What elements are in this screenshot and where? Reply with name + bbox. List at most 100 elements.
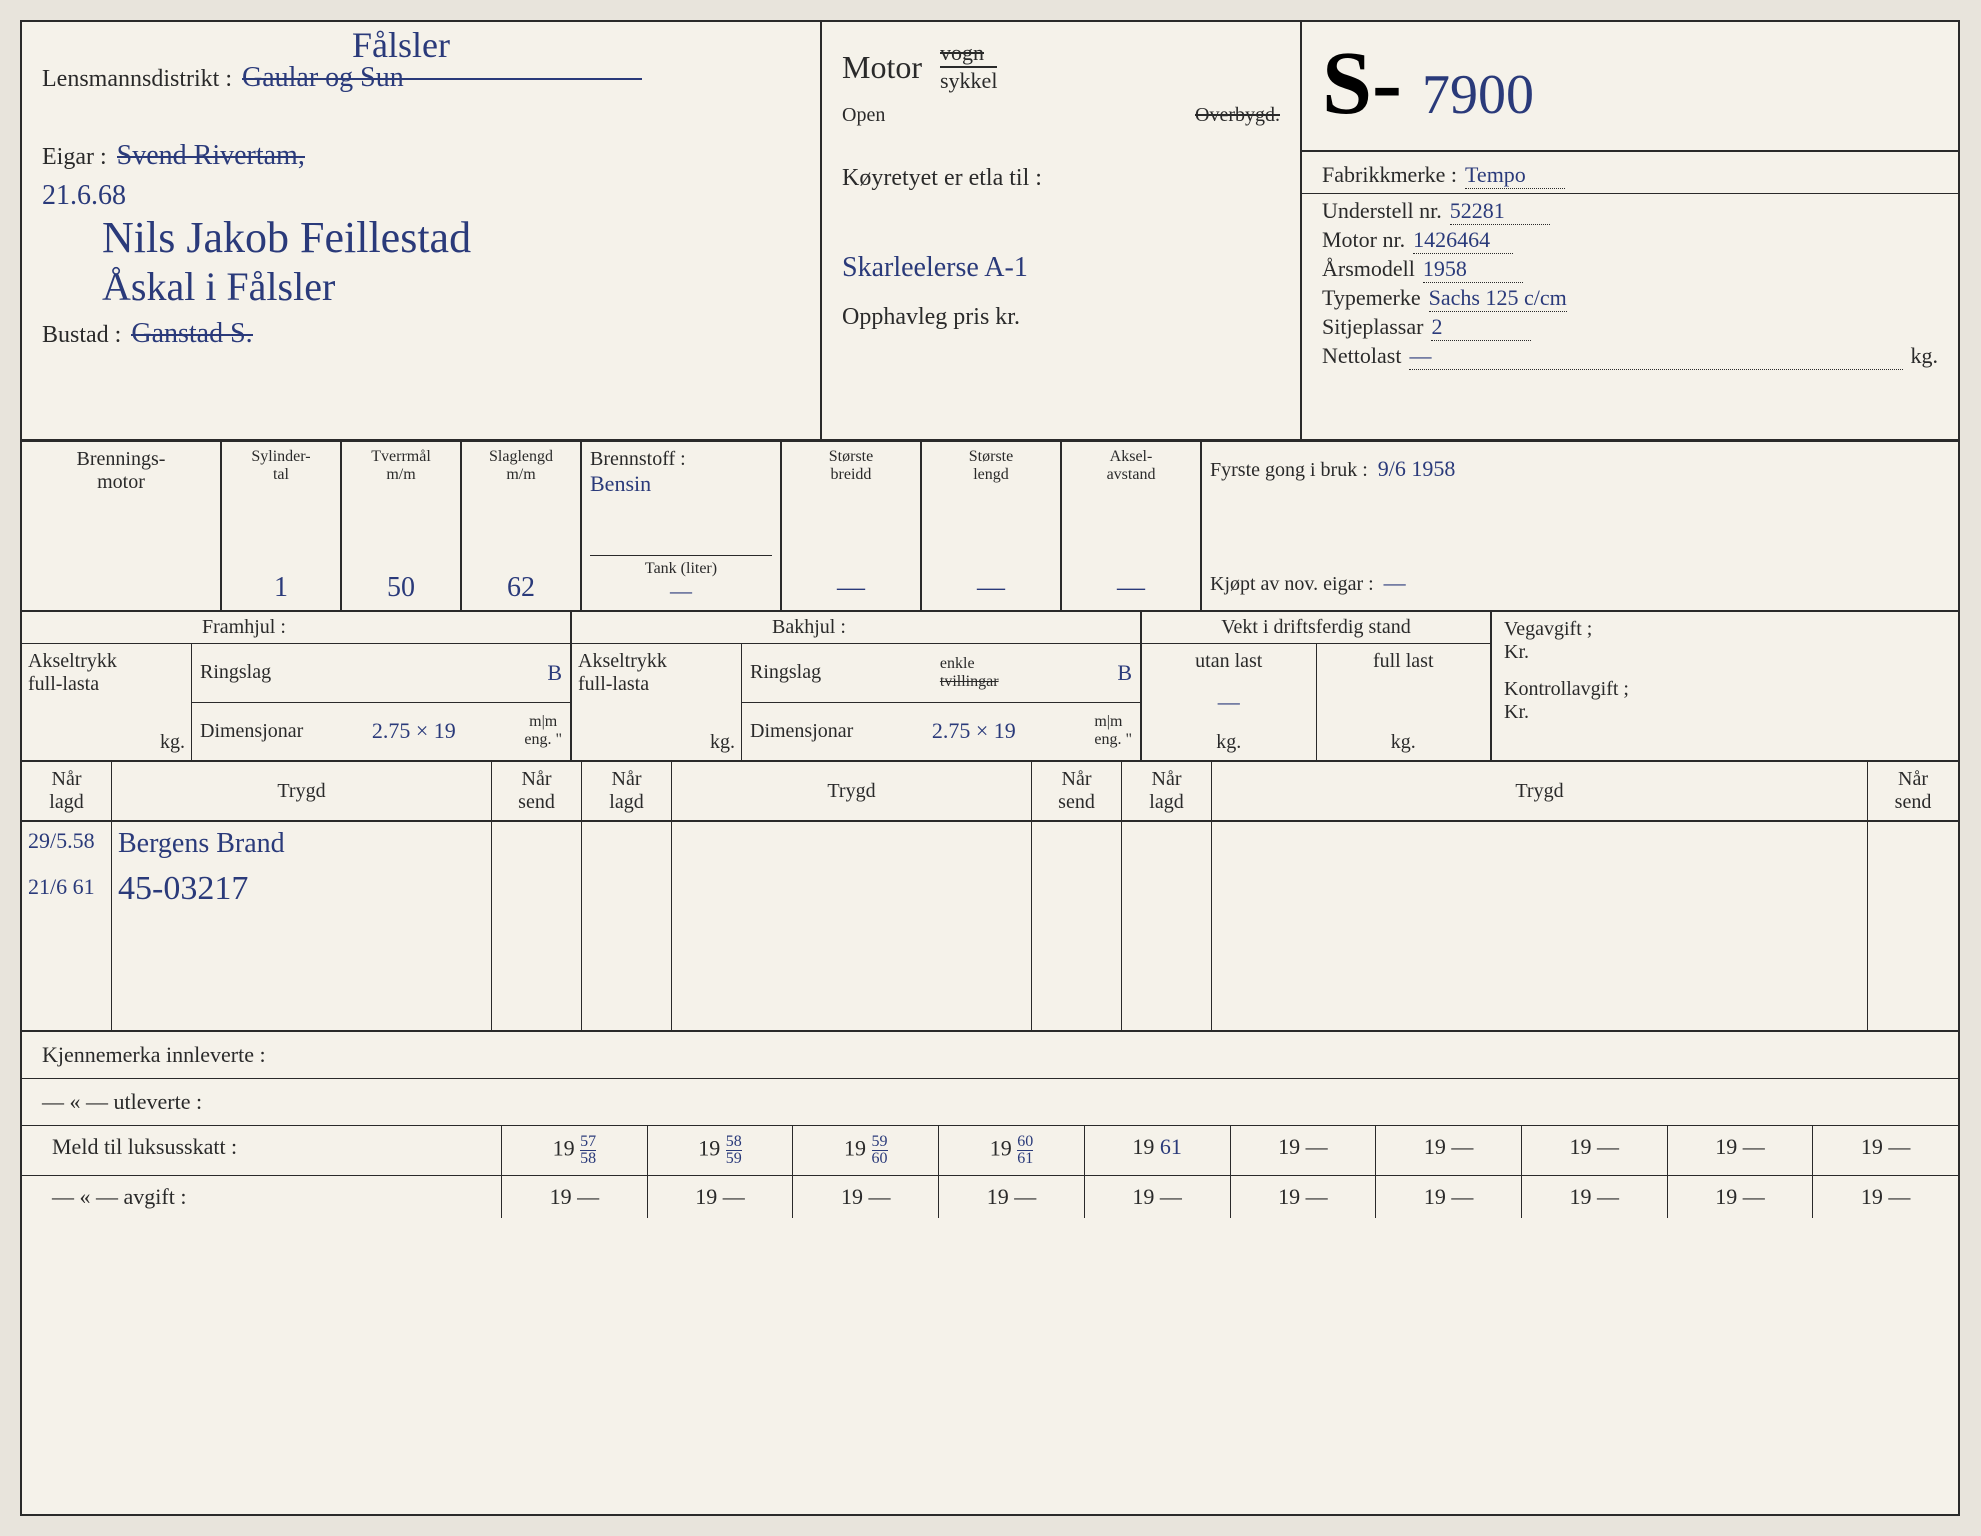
y-7: 19 (1570, 1134, 1592, 1159)
nar-lagd-3: Når lagd (1149, 768, 1183, 814)
district-handwritten-top: Fålsler (352, 24, 450, 66)
dim-f-v: 2.75 × 19 (372, 718, 456, 744)
fabrikkmerke-v: Tempo (1465, 162, 1565, 189)
f3n: 60 (1017, 1134, 1033, 1151)
ad3: — (1014, 1184, 1036, 1209)
y-9: 19 (1861, 1134, 1883, 1159)
slag-v: 62 (507, 572, 535, 604)
fabrikkmerke-l: Fabrikkmerke : (1322, 162, 1457, 188)
ad6: — (1451, 1184, 1473, 1209)
f3d: 61 (1017, 1151, 1033, 1167)
dim-b-v: 2.75 × 19 (932, 718, 1016, 744)
typemerke-l: Typemerke (1322, 285, 1421, 311)
ringslag-b-l: Ringslag (750, 661, 821, 684)
eigar-label: Eigar : (42, 144, 107, 171)
eigar-name: Nils Jakob Feillestad (102, 212, 800, 263)
trygd-t1: Bergens Brand (118, 828, 485, 860)
f2d: 60 (872, 1151, 888, 1167)
tverr-l: Tverrmål m/m (371, 448, 431, 484)
framhjul-l: Framhjul : (202, 616, 286, 638)
understell-v: 52281 (1450, 198, 1550, 225)
ringslag-b-v: B (1117, 660, 1132, 686)
kjenn-inn: Kjennemerka innleverte : (42, 1042, 266, 1067)
trygd-1: Trygd (277, 780, 325, 803)
kjenn-ut-row: — « — utleverte : (22, 1079, 1958, 1126)
pris-label: Opphavleg pris kr. (842, 304, 1280, 331)
ay-8: 19 (1715, 1184, 1737, 1209)
full-l: full last (1323, 650, 1485, 673)
bakhjul-l: Bakhjul : (772, 616, 846, 638)
breidd-v: — (837, 572, 865, 604)
aksel-b-l: Akseltrykk full-lasta (578, 650, 735, 696)
meld-row: Meld til luksusskatt : 19 5758 19 5859 1… (22, 1126, 1958, 1176)
brennstoff-l: Brennstoff : (590, 448, 686, 470)
arsmodell-l: Årsmodell (1322, 256, 1415, 282)
meld-l: Meld til luksusskatt : (52, 1134, 237, 1159)
ay-3: 19 (987, 1184, 1009, 1209)
kjopt-l: Kjøpt av nov. eigar : (1210, 573, 1374, 596)
syl-v: 1 (274, 572, 288, 604)
eigar-date: 21.6.68 (42, 180, 800, 212)
aksel-v: — (1117, 572, 1145, 604)
kjenn-ut: — « — utleverte : (42, 1089, 202, 1114)
nar-send-1: Når send (518, 768, 555, 814)
arsmodell-v: 1958 (1423, 256, 1523, 283)
koyretyet-label: Køyretyet er etla til : (842, 165, 1280, 192)
ay-5: 19 (1278, 1184, 1300, 1209)
vegavgift-l: Vegavgift ; (1504, 618, 1946, 641)
ad1: — (723, 1184, 745, 1209)
ringslag-f-v: B (547, 660, 562, 686)
dim-f-l: Dimensjonar (200, 720, 303, 743)
owner-panel: Fålsler Lensmannsdistrikt : Gaular og Su… (22, 22, 822, 439)
kr2: Kr. (1504, 701, 1946, 724)
ad8: — (1743, 1184, 1765, 1209)
ringslag-f-l: Ringslag (200, 661, 271, 684)
dim-b-l: Dimensjonar (750, 720, 853, 743)
ay-0: 19 (550, 1184, 572, 1209)
utan-v: — (1148, 689, 1310, 715)
tank-l: Tank (liter) (645, 560, 717, 577)
overbygd-label: Overbygd. (1195, 104, 1280, 127)
aksel-l: Aksel- avstand (1107, 448, 1156, 484)
aksel-b-kg: kg. (578, 731, 735, 754)
ay-6: 19 (1424, 1184, 1446, 1209)
f0d: 58 (580, 1151, 596, 1167)
fyrste-l: Fyrste gong i bruk : (1210, 459, 1368, 482)
utan-kg: kg. (1148, 731, 1310, 754)
dim-mm2: m|m (1094, 713, 1122, 730)
kjopt-v: — (1384, 570, 1406, 596)
registration-number-box: S- 7900 (1302, 22, 1958, 152)
trygd-3: Trygd (1515, 780, 1563, 803)
utan-l: utan last (1148, 650, 1310, 673)
tverr-v: 50 (387, 572, 415, 604)
ay-7: 19 (1570, 1184, 1592, 1209)
f0n: 57 (580, 1134, 596, 1151)
motornr-l: Motor nr. (1322, 227, 1405, 253)
dim-eng2: eng. " (1094, 731, 1132, 748)
lengd-v: — (977, 572, 1005, 604)
spec-list: Fabrikkmerke :Tempo Understell nr.52281 … (1302, 152, 1958, 439)
motor-row: Brennings- motor Sylinder- tal1 Tverrmål… (22, 442, 1958, 612)
y-5: 19 (1278, 1134, 1300, 1159)
s-prefix: S- (1322, 32, 1402, 135)
fyrste-v: 9/6 1958 (1378, 456, 1456, 482)
trygd-d1: 29/5.58 (28, 828, 105, 854)
aksel-f-kg: kg. (28, 731, 185, 754)
f2n: 59 (872, 1134, 888, 1151)
district-label: Lensmannsdistrikt : (42, 66, 232, 93)
y-8: 19 (1715, 1134, 1737, 1159)
trygd-2: Trygd (827, 780, 875, 803)
y5: 61 (1160, 1134, 1182, 1159)
y-4: 19 (1132, 1134, 1154, 1159)
ay-4: 19 (1132, 1184, 1154, 1209)
ay-9: 19 (1861, 1184, 1883, 1209)
nettolast-l: Nettolast (1322, 343, 1401, 369)
kr1: Kr. (1504, 641, 1946, 664)
y-0: 19 (553, 1136, 575, 1161)
koyretyet-value: Skarleelerse A-1 (842, 252, 1280, 284)
y-2: 19 (844, 1136, 866, 1161)
sitjeplassar-v: 2 (1431, 314, 1531, 341)
nar-lagd-2: Når lagd (609, 768, 643, 814)
kg-label: kg. (1911, 343, 1939, 369)
y-3: 19 (990, 1136, 1012, 1161)
